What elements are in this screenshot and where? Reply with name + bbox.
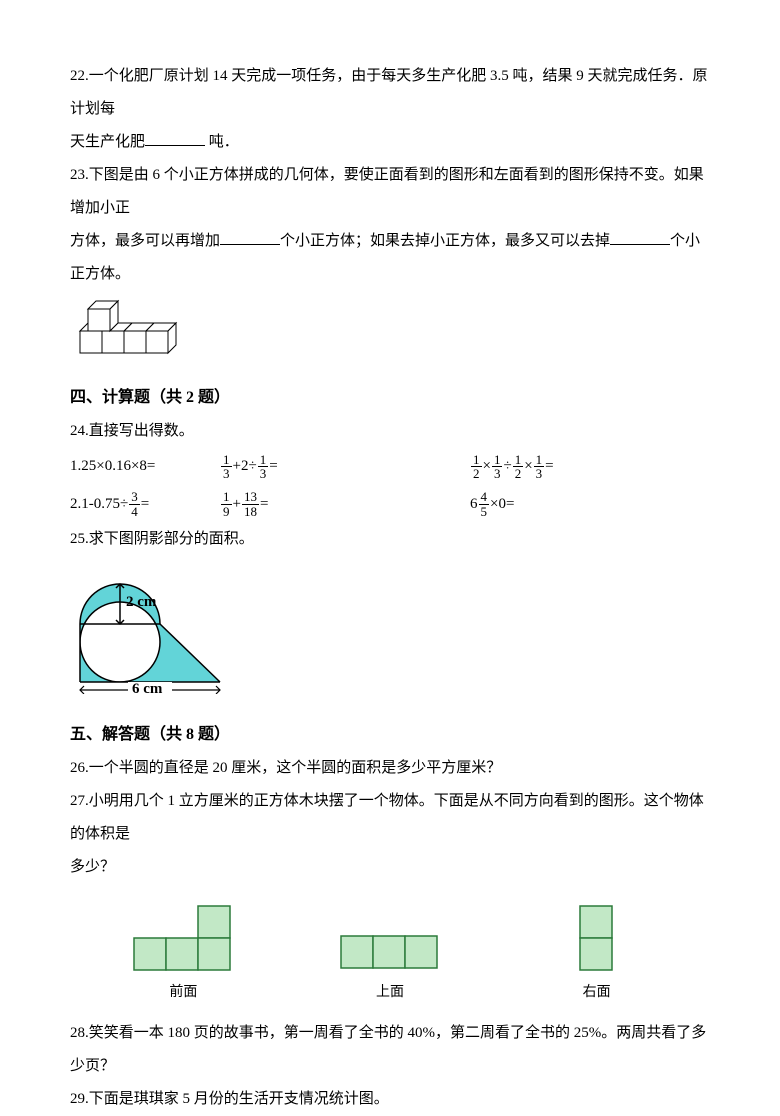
q26-num: 26. (70, 760, 89, 776)
view-top-label: 上面 (376, 978, 404, 1009)
view-front-shape (128, 902, 238, 972)
q25-text: 求下图阴影部分的面积。 (89, 531, 254, 547)
q25-num: 25. (70, 531, 89, 547)
view-top-group: 上面 (288, 932, 493, 1009)
q28-text: 笑笑看一本 180 页的故事书，第一周看了全书的 40%，第二周看了全书的 25… (70, 1025, 706, 1074)
calc-r1c1: 1.25×0.16×8= (70, 448, 220, 486)
section-4-heading: 四、计算题（共 2 题） (70, 380, 710, 415)
view-front-label: 前面 (169, 978, 197, 1009)
question-22-line2: 天生产化肥 吨． (70, 126, 710, 159)
view-right-shape (572, 902, 622, 972)
q23-blank-1[interactable] (220, 227, 280, 245)
q24-num: 24. (70, 423, 89, 439)
q22-text-a: 一个化肥厂原计划 14 天完成一项任务，由于每天多生产化肥 3.5 吨，结果 9… (70, 68, 708, 117)
calc-row-2: 2.1-0.75÷ 34 = 19+ 1318 = 645 ×0= (70, 486, 710, 524)
q22-text-b: 天生产化肥 (70, 134, 145, 150)
calc-row-1: 1.25×0.16×8= 13 +2÷ 13 = 12× 13÷ 12× 13 … (70, 448, 710, 486)
question-27: 27.小明用几个 1 立方厘米的正方体木块摆了一个物体。下面是从不同方向看到的图… (70, 785, 710, 851)
q29-text: 下面是琪琪家 5 月份的生活开支情况统计图。 (89, 1091, 389, 1107)
view-top-shape (335, 932, 445, 972)
section-5-heading: 五、解答题（共 8 题） (70, 717, 710, 752)
q22-text-c: 吨． (205, 134, 239, 150)
question-25: 25.求下图阴影部分的面积。 (70, 523, 710, 556)
q22-num: 22. (70, 68, 89, 84)
q27-text-a: 小明用几个 1 立方厘米的正方体木块摆了一个物体。下面是从不同方向看到的图形。这… (70, 793, 704, 842)
q27-num: 27. (70, 793, 89, 809)
shaded-figure: 2 cm 6 cm (70, 564, 710, 707)
q23-text-a: 下图是由 6 个小正方体拼成的几何体，要使正面看到的图形和左面看到的图形保持不变… (70, 167, 704, 216)
calc-r2c1: 2.1-0.75÷ 34 = (70, 486, 220, 524)
q22-blank[interactable] (145, 128, 205, 146)
view-front-group: 前面 (81, 902, 286, 1009)
q23-text-b: 方体，最多可以再增加 (70, 233, 220, 249)
q23-blank-2[interactable] (610, 227, 670, 245)
fig25-h-label: 2 cm (126, 594, 157, 610)
cube-figure (70, 297, 710, 370)
views-row: 前面 上面 右面 (70, 902, 710, 1009)
question-23: 23.下图是由 6 个小正方体拼成的几何体，要使正面看到的图形和左面看到的图形保… (70, 159, 710, 225)
q29-num: 29. (70, 1091, 89, 1107)
question-28: 28.笑笑看一本 180 页的故事书，第一周看了全书的 40%，第二周看了全书的… (70, 1017, 710, 1083)
q23-num: 23. (70, 167, 89, 183)
question-22: 22.一个化肥厂原计划 14 天完成一项任务，由于每天多生产化肥 3.5 吨，结… (70, 60, 710, 126)
q27-text-b: 多少？ (70, 859, 115, 875)
calc-r2c2: 19+ 1318 = (220, 486, 470, 524)
calc-r1c2: 13 +2÷ 13 = (220, 448, 470, 486)
question-23-line2: 方体，最多可以再增加个小正方体；如果去掉小正方体，最多又可以去掉个小正方体。 (70, 225, 710, 291)
calc-r1c3: 12× 13÷ 12× 13 = (470, 448, 710, 486)
view-right-label: 右面 (583, 978, 611, 1009)
q28-num: 28. (70, 1025, 89, 1041)
q23-text-c: 个小正方体；如果去掉小正方体，最多又可以去掉 (280, 233, 610, 249)
view-right-group: 右面 (494, 902, 699, 1009)
question-29: 29.下面是琪琪家 5 月份的生活开支情况统计图。 (70, 1083, 710, 1116)
question-27-line2: 多少？ (70, 851, 710, 884)
q24-text: 直接写出得数。 (89, 423, 194, 439)
q26-text: 一个半圆的直径是 20 厘米，这个半圆的面积是多少平方厘米？ (89, 760, 502, 776)
question-26: 26.一个半圆的直径是 20 厘米，这个半圆的面积是多少平方厘米？ (70, 752, 710, 785)
calc-r2c3: 645 ×0= (470, 486, 710, 524)
fig25-w-label: 6 cm (132, 681, 163, 694)
question-24: 24.直接写出得数。 (70, 415, 710, 448)
